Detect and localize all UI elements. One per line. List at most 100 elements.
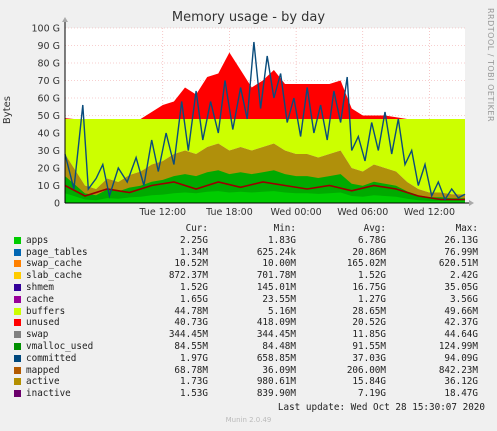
legend-header: Cur: Min: Avg: Max: [12, 223, 490, 235]
legend-cur: 40.73G [174, 317, 208, 329]
y-tick-label: 20 G [38, 164, 60, 175]
legend-min: 23.55M [262, 293, 296, 305]
legend-max: 124.99M [438, 340, 478, 352]
legend-header-min: Min: [273, 223, 296, 234]
legend-min: 839.90M [256, 388, 296, 400]
legend-header-avg: Avg: [363, 223, 386, 234]
legend-swatch [14, 248, 21, 256]
legend-avg: 16.75G [352, 281, 386, 293]
y-tick-labels: 0 10 G 20 G 30 G 40 G 50 G 60 G 70 G 80 G 90 G 100… [31, 24, 60, 210]
legend-avg: 7.19G [358, 388, 386, 400]
x-tick-label: Tue 12:00 [138, 207, 186, 218]
area-apps [65, 191, 465, 203]
legend-max: 76.99M [444, 246, 478, 258]
legend-swatch [14, 295, 21, 303]
y-tick-label: 100 G [31, 24, 60, 35]
legend-swatch [14, 366, 21, 374]
legend-min: 418.09M [256, 317, 296, 329]
legend-max: 44.64G [444, 329, 478, 341]
legend-name: inactive [26, 388, 71, 400]
legend-name: page_tables [26, 246, 88, 258]
legend-cur: 1.53G [180, 388, 208, 400]
legend-cur: 1.34M [180, 246, 208, 258]
legend-max: 18.47G [444, 388, 478, 400]
legend-max: 2.42G [450, 270, 478, 282]
line-inactive [64, 181, 465, 201]
legend-cur: 68.78M [174, 364, 208, 376]
last-update-text: Last update: Wed Oct 28 15:30:07 2020 [277, 402, 485, 413]
line-series [64, 41, 466, 202]
legend-row: swap 344.45M 344.45M 11.85G 44.64G [12, 329, 490, 341]
legend-swatch [14, 236, 21, 244]
legend-cur: 1.65G [180, 293, 208, 305]
legend-cur: 2.25G [180, 234, 208, 246]
area-swap [65, 52, 465, 119]
legend-swatch [14, 283, 21, 291]
legend-row: cache 1.65G 23.55M 1.27G 3.56G [12, 294, 490, 306]
legend-avg: 206.00M [346, 364, 386, 376]
legend-max: 35.05G [444, 281, 478, 293]
legend-header-cur: Cur: [185, 223, 208, 234]
legend-avg: 6.78G [358, 234, 386, 246]
legend-row: committed 1.97G 658.85M 37.03G 94.09G [12, 353, 490, 365]
y-tick-label: 60 G [38, 94, 60, 105]
y-tick-label: 0 [54, 199, 60, 210]
legend-swatch [14, 342, 21, 350]
legend-cur: 1.97G [180, 352, 208, 364]
legend-row: mapped 68.78M 36.09M 206.00M 842.23M [12, 365, 490, 377]
legend-min: 84.48M [262, 340, 296, 352]
legend-name: mapped [26, 364, 60, 376]
legend-row: shmem 1.52G 145.01M 16.75G 35.05G [12, 282, 490, 294]
axes [62, 17, 474, 206]
legend-cur: 344.45M [168, 329, 208, 341]
x-tick-label: Wed 00:00 [271, 207, 322, 218]
legend-cur: 84.55M [174, 340, 208, 352]
y-tick-label: 70 G [38, 76, 60, 87]
legend-min: 10.00M [262, 258, 296, 270]
legend-row: unused 40.73G 418.09M 20.52G 42.37G [12, 317, 490, 329]
legend-avg: 1.27G [358, 293, 386, 305]
legend-name: apps [26, 234, 49, 246]
y-tick-label: 80 G [38, 59, 60, 70]
legend-avg: 15.84G [352, 376, 386, 388]
legend-avg: 91.55M [352, 340, 386, 352]
legend-max: 42.37G [444, 317, 478, 329]
y-tick-label: 10 G [38, 181, 60, 192]
legend-avg: 165.02M [346, 258, 386, 270]
legend-row: buffers 44.78M 5.16M 28.65M 49.66M [12, 306, 490, 318]
legend-swatch [14, 378, 21, 386]
legend-name: slab_cache [26, 270, 82, 282]
legend-table: Cur: Min: Avg: Max: apps 2.25G 1.83G 6.78G 2… [12, 223, 490, 400]
legend-row: apps 2.25G 1.83G 6.78G 26.13G [12, 235, 490, 247]
x-tick-label: Tue 18:00 [205, 207, 253, 218]
legend-max: 36.12G [444, 376, 478, 388]
y-tick-label: 90 G [38, 41, 60, 52]
y-tick-label: 40 G [38, 129, 60, 140]
chart-title: Memory usage - by day [171, 10, 326, 25]
legend-max: 49.66M [444, 305, 478, 317]
legend-row: active 1.73G 980.61M 15.84G 36.12G [12, 376, 490, 388]
legend-avg: 11.85G [352, 329, 386, 341]
legend-name: committed [26, 352, 77, 364]
legend-cur: 1.52G [180, 281, 208, 293]
legend-max: 620.51M [438, 258, 478, 270]
legend-cur: 872.37M [168, 270, 208, 282]
legend-max: 94.09G [444, 352, 478, 364]
legend-min: 5.16M [268, 305, 296, 317]
legend-swatch [14, 390, 21, 398]
x-tick-labels: Tue 12:00 Tue 18:00 Wed 00:00 Wed 06:00 Wed … [138, 207, 455, 218]
y-tick-label: 50 G [38, 111, 60, 122]
legend-swatch [14, 272, 21, 280]
legend-avg: 20.52G [352, 317, 386, 329]
legend-min: 344.45M [256, 329, 296, 341]
rrdtool-credit: RRDTOOL / TOBI OETIKER [486, 8, 495, 123]
legend-row: vmalloc_used 84.55M 84.48M 91.55M 124.99M [12, 341, 490, 353]
legend-max: 3.56G [450, 293, 478, 305]
legend-avg: 37.03G [352, 352, 386, 364]
x-axis-arrow [469, 200, 474, 206]
legend-swatch [14, 331, 21, 339]
legend-avg: 1.52G [358, 270, 386, 282]
legend-row: swap_cache 10.52M 10.00M 165.02M 620.51M [12, 258, 490, 270]
legend-min: 980.61M [256, 376, 296, 388]
legend-name: shmem [26, 281, 54, 293]
